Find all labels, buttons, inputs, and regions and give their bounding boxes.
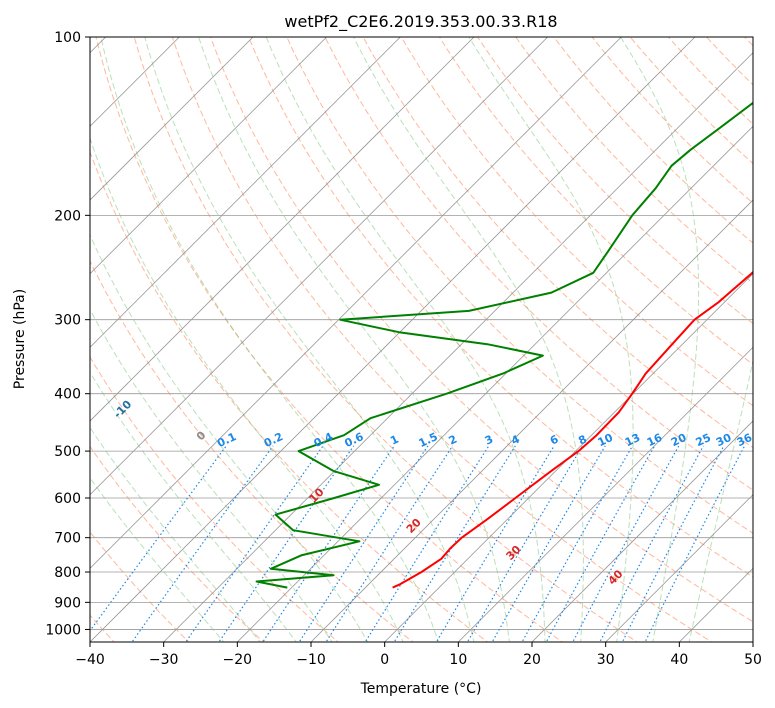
y-tick-label: 800 <box>54 565 81 581</box>
y-tick-label: 900 <box>54 595 81 611</box>
dry-adiabat <box>209 37 753 623</box>
mixing-ratio-line <box>491 445 606 642</box>
isotherm-gridline <box>90 37 696 642</box>
moist-adiabat <box>620 37 700 642</box>
mixing-ratio-label: 25 <box>694 431 713 449</box>
mixing-ratio-label: 30 <box>714 431 734 449</box>
isotherm-gridline <box>163 52 753 642</box>
isotherm-gridline <box>90 37 622 569</box>
dry-adiabat <box>248 37 753 578</box>
mixing-ratio-label: 36 <box>735 431 755 449</box>
x-tick-label: 20 <box>523 652 541 668</box>
x-tick-label: −40 <box>75 652 105 668</box>
mixing-ratio-label: 10 <box>596 431 616 449</box>
y-tick-label: 600 <box>54 491 81 507</box>
x-tick-label: 50 <box>744 652 762 668</box>
mixing-ratio-label: 20 <box>669 431 689 449</box>
x-tick-label: 30 <box>597 652 615 668</box>
dry-adiabat <box>438 37 753 366</box>
temperature-line <box>392 270 753 589</box>
x-tick-label: −20 <box>223 652 253 668</box>
plot-frame <box>89 36 754 643</box>
y-tick-label: 300 <box>54 313 81 329</box>
x-tick-label: 10 <box>449 652 467 668</box>
x-tick-label: −10 <box>296 652 326 668</box>
moist-adiabat <box>265 37 546 642</box>
isotherm-gridline <box>237 125 753 642</box>
axes: −40 −30 −20 −10 0 10 20 30 40 50 100 200 300 400 500 60… <box>45 30 762 668</box>
dry-adiabat <box>90 150 489 642</box>
isotherm-gridline <box>90 37 401 348</box>
plot-area: -100-90-80-70-60-50-40-30-20-10010203040… <box>90 37 755 642</box>
moist-adiabat <box>468 37 634 642</box>
mixing-ratio-line <box>185 445 324 642</box>
isotherm-gridline <box>531 420 753 642</box>
moist-adiabat <box>198 37 510 642</box>
y-tick-label: 400 <box>54 387 81 403</box>
mixing-ratio-line <box>599 445 704 642</box>
y-tick-label: 100 <box>54 30 81 46</box>
moist-adiabat <box>90 371 297 642</box>
isotherm-gridline <box>310 199 753 642</box>
mixing-ratio-line <box>393 445 516 642</box>
y-tick-label: 700 <box>54 531 81 547</box>
mixing-ratio-line <box>466 445 584 642</box>
dry-adiabat <box>286 37 753 534</box>
y-tick-label: 500 <box>54 444 81 460</box>
isotherm-gridline <box>90 37 475 422</box>
x-tick-label: 40 <box>670 652 688 668</box>
mixing-ratio-line <box>325 445 454 642</box>
isotherm-gridline <box>605 494 753 642</box>
y-tick-label: 200 <box>54 208 81 224</box>
isotherm-gridline <box>90 37 327 275</box>
mixing-ratio-line <box>298 445 429 642</box>
dewpoint-line <box>255 101 753 589</box>
dry-adiabat <box>324 37 753 491</box>
mixing-ratio-label: 16 <box>645 431 665 449</box>
mixing-ratio-line <box>131 445 274 642</box>
mixing-ratio-line <box>262 445 395 642</box>
y-axis-title: Pressure (hPa) <box>12 289 28 389</box>
mixing-ratio-label: 13 <box>623 431 642 449</box>
x-tick-label: 0 <box>380 652 389 668</box>
isotherm-gridline <box>458 346 753 642</box>
moist-adiabat <box>90 308 333 642</box>
mixing-ratio-line <box>218 445 355 642</box>
y-tick-label: 1000 <box>45 622 81 638</box>
isotherm-gridline <box>90 37 254 201</box>
mixing-ratio-line <box>572 445 680 642</box>
mixing-ratio-line <box>364 445 490 642</box>
isotherm-gridline <box>90 37 548 496</box>
dry-adiabat <box>400 37 753 407</box>
isotherm-gridline <box>384 273 753 642</box>
x-axis-title: Temperature (°C) <box>360 681 482 697</box>
x-tick-label: −30 <box>149 652 179 668</box>
chart-title: wetPf2_C2E6.2019.353.00.33.R18 <box>284 12 557 32</box>
